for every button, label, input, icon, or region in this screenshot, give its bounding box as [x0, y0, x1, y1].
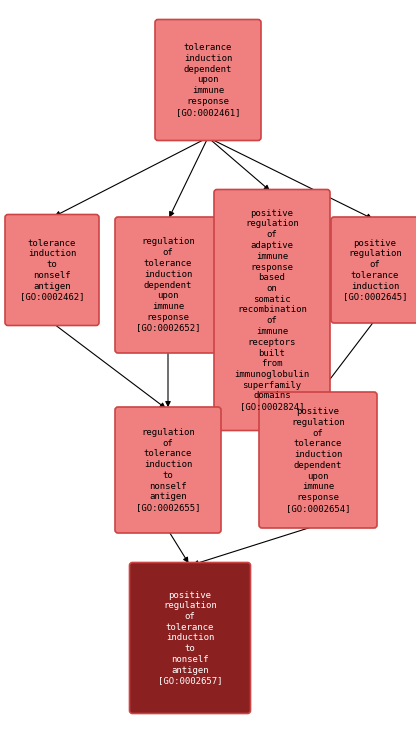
Text: positive
regulation
of
tolerance
induction
[GO:0002645]: positive regulation of tolerance inducti… [343, 239, 407, 301]
Text: regulation
of
tolerance
induction
dependent
upon
immune
response
[GO:0002652]: regulation of tolerance induction depend… [136, 237, 200, 332]
Text: regulation
of
tolerance
induction
to
nonself
antigen
[GO:0002655]: regulation of tolerance induction to non… [136, 428, 200, 512]
FancyBboxPatch shape [129, 563, 250, 713]
FancyBboxPatch shape [115, 217, 221, 353]
FancyBboxPatch shape [331, 217, 416, 323]
FancyBboxPatch shape [259, 392, 377, 528]
FancyBboxPatch shape [155, 20, 261, 140]
Text: positive
regulation
of
tolerance
induction
dependent
upon
immune
response
[GO:00: positive regulation of tolerance inducti… [286, 407, 350, 513]
FancyBboxPatch shape [115, 407, 221, 533]
Text: positive
regulation
of
adaptive
immune
response
based
on
somatic
recombination
o: positive regulation of adaptive immune r… [234, 209, 310, 411]
FancyBboxPatch shape [5, 215, 99, 326]
Text: tolerance
induction
to
nonself
antigen
[GO:0002462]: tolerance induction to nonself antigen [… [20, 239, 84, 301]
FancyBboxPatch shape [214, 190, 330, 431]
Text: positive
regulation
of
tolerance
induction
to
nonself
antigen
[GO:0002657]: positive regulation of tolerance inducti… [158, 591, 222, 685]
Text: tolerance
induction
dependent
upon
immune
response
[GO:0002461]: tolerance induction dependent upon immun… [176, 43, 240, 117]
